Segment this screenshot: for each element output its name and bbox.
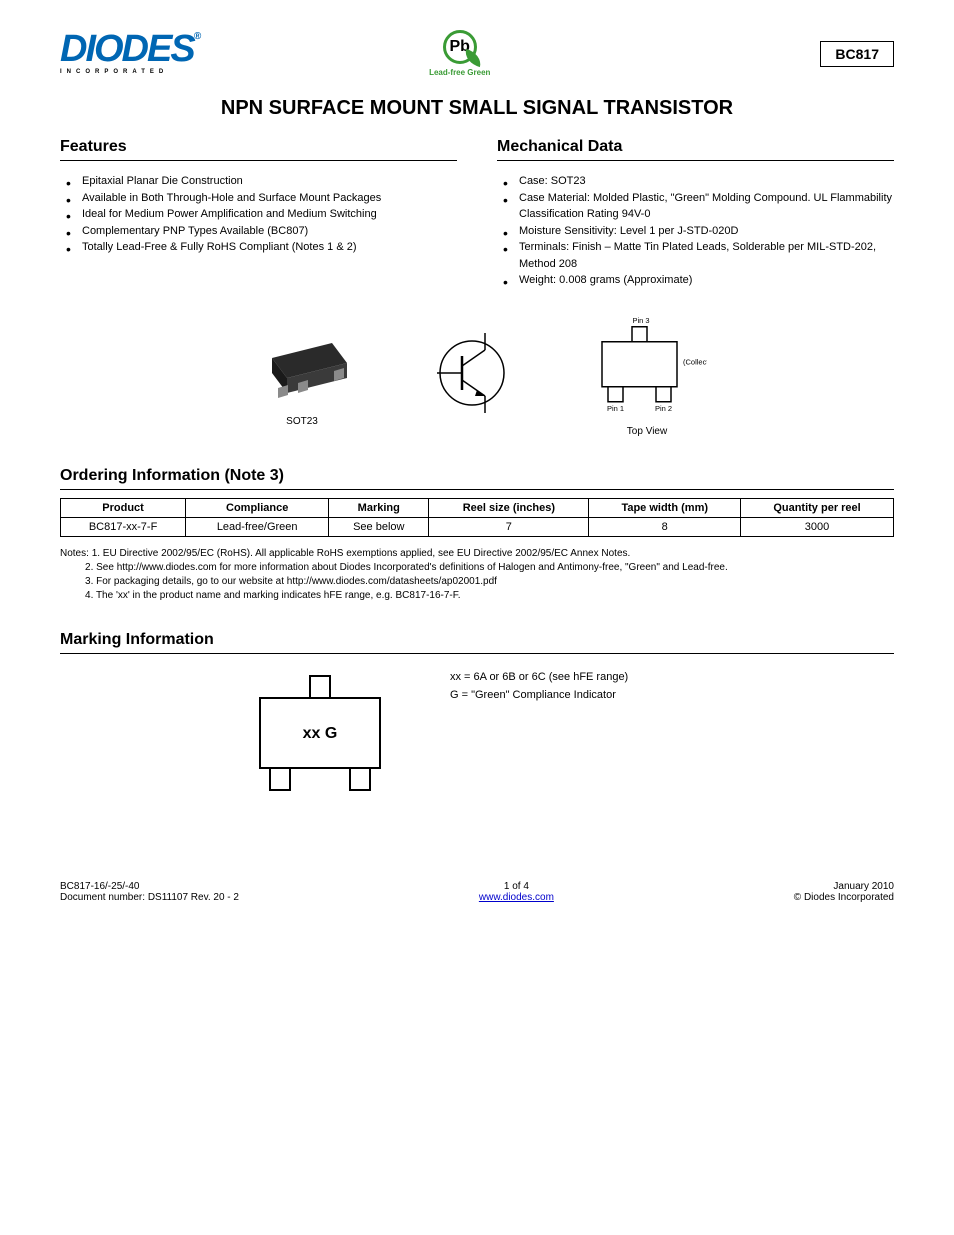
col-tape: Tape width (mm) (589, 498, 741, 517)
sot23-icon (247, 323, 357, 413)
mechanical-item: Moisture Sensitivity: Level 1 per J-STD-… (503, 223, 894, 240)
footer-part: BC817-16/-25/-40 (60, 881, 239, 892)
note-item: 1. EU Directive 2002/95/EC (RoHS). All a… (92, 548, 631, 559)
npn-symbol (427, 328, 517, 421)
note-item: 3. For packaging details, go to our webs… (85, 576, 497, 587)
package-outline-icon: Pin 3 (Collector) Pin 1 Pin 2 (587, 313, 707, 423)
sot23-render: SOT23 (247, 323, 357, 427)
svg-text:Pin 2: Pin 2 (655, 403, 672, 412)
svg-text:xx G: xx G (303, 725, 338, 742)
col-qty: Quantity per reel (741, 498, 894, 517)
page-title: NPN SURFACE MOUNT SMALL SIGNAL TRANSISTO… (60, 97, 894, 120)
marking-outline-icon: xx G (240, 668, 400, 808)
logo-sub-text: INCORPORATED (60, 69, 168, 75)
col-marking: Marking (329, 498, 429, 517)
package-outline-top: Pin 3 (Collector) Pin 1 Pin 2 Top View (587, 313, 707, 437)
footer-date: January 2010 (794, 881, 894, 892)
features-list: Epitaxial Planar Die Construction Availa… (60, 173, 457, 256)
col-compliance: Compliance (186, 498, 329, 517)
marking-heading: Marking Information (60, 631, 894, 654)
note-item: 2. See http://www.diodes.com for more in… (85, 562, 728, 573)
transistor-icon (427, 328, 517, 418)
svg-text:(Collector): (Collector) (683, 357, 707, 366)
features-heading: Features (60, 138, 457, 161)
mechanical-item: Weight: 0.008 grams (Approximate) (503, 272, 894, 289)
feature-item: Totally Lead-Free & Fully RoHS Compliant… (66, 239, 457, 256)
footer-page: 1 of 4 (239, 881, 794, 892)
svg-text:Pin 1: Pin 1 (607, 403, 624, 412)
marking-key-line: G = "Green" Compliance Indicator (450, 686, 628, 705)
feature-item: Available in Both Through-Hole and Surfa… (66, 190, 457, 207)
ordering-notes: Notes: 1. EU Directive 2002/95/EC (RoHS)… (60, 547, 894, 603)
part-number-box: BC817 (820, 41, 894, 67)
page-footer: BC817-16/-25/-40 Document number: DS1110… (60, 881, 894, 903)
diodes-logo: DIODES® INCORPORATED (60, 32, 199, 74)
table-row: BC817-xx-7-F Lead-free/Green See below 7… (61, 517, 894, 536)
marking-key: xx = 6A or 6B or 6C (see hFE range) G = … (450, 668, 628, 705)
marking-package-outline: xx G (240, 668, 400, 811)
mechanical-item: Terminals: Finish – Matte Tin Plated Lea… (503, 239, 894, 272)
footer-copyright: © Diodes Incorporated (794, 892, 894, 903)
mechanical-heading: Mechanical Data (497, 138, 894, 161)
sot23-label: SOT23 (247, 416, 357, 427)
col-reel: Reel size (inches) (429, 498, 589, 517)
footer-docnum: Document number: DS11107 Rev. 20 - 2 (60, 892, 239, 903)
topview-label: Top View (587, 426, 707, 437)
marking-key-line: xx = 6A or 6B or 6C (see hFE range) (450, 668, 628, 687)
mechanical-list: Case: SOT23 Case Material: Molded Plasti… (497, 173, 894, 289)
feature-item: Epitaxial Planar Die Construction (66, 173, 457, 190)
leaf-icon (462, 49, 483, 67)
logo-main-text: DIODES® (60, 32, 199, 66)
svg-text:Pin 3: Pin 3 (632, 316, 649, 325)
feature-item: Complementary PNP Types Available (BC807… (66, 223, 457, 240)
mechanical-item: Case Material: Molded Plastic, "Green" M… (503, 190, 894, 223)
ordering-table: Product Compliance Marking Reel size (in… (60, 498, 894, 537)
leadfree-badge: Pb Lead-free Green (429, 30, 490, 77)
footer-url[interactable]: www.diodes.com (239, 892, 794, 903)
feature-item: Ideal for Medium Power Amplification and… (66, 206, 457, 223)
mechanical-item: Case: SOT23 (503, 173, 894, 190)
notes-label: Notes: (60, 548, 89, 559)
ordering-heading: Ordering Information (Note 3) (60, 467, 894, 490)
col-product: Product (61, 498, 186, 517)
note-item: 4. The 'xx' in the product name and mark… (85, 590, 461, 601)
pb-label: Lead-free Green (429, 68, 490, 77)
